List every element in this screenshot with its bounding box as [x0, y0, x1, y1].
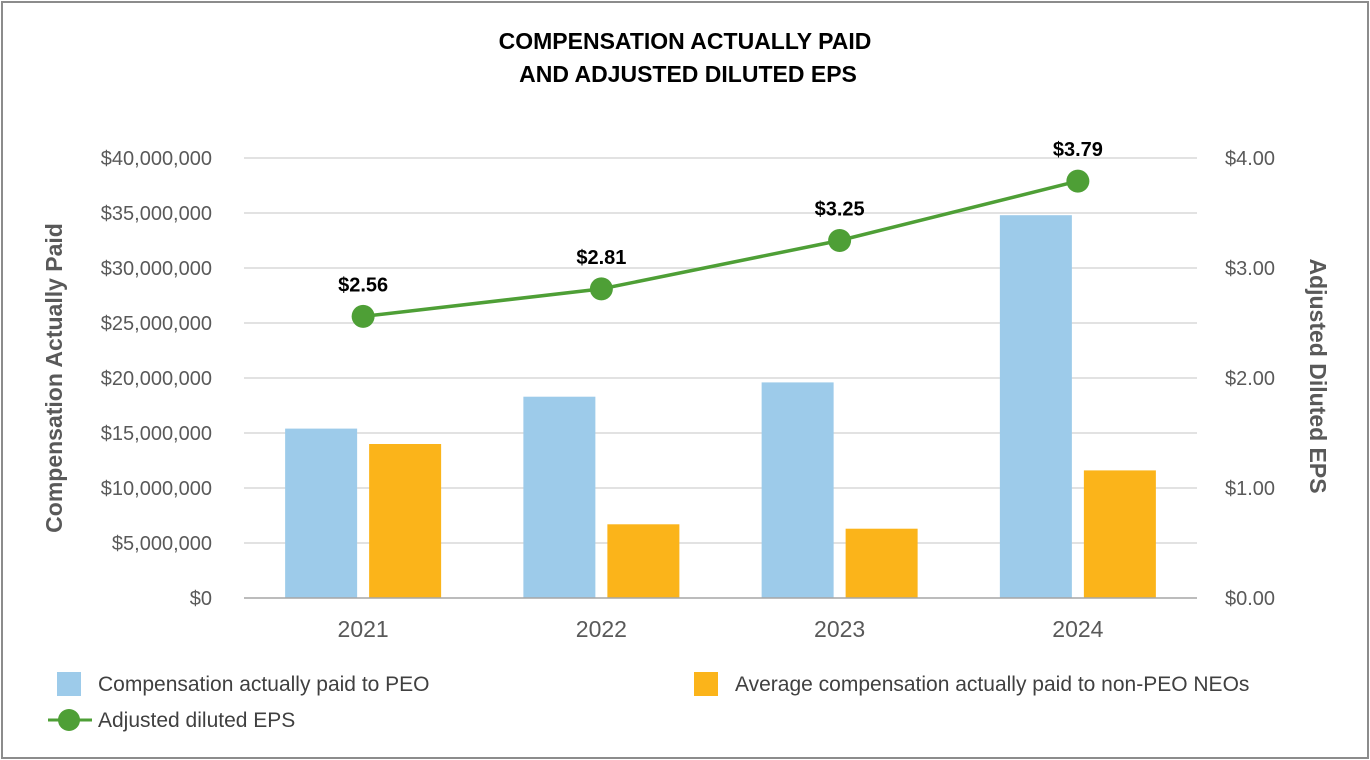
y2-tick-label: $4.00 — [1225, 148, 1275, 170]
legend-marker-eps — [58, 709, 80, 731]
eps-data-label: $3.25 — [815, 199, 865, 221]
right-axis-title: Adjusted Diluted EPS — [1305, 258, 1331, 493]
left-axis-ticks: $0 $5,000,000 $10,000,000 $15,000,000 $20,00… — [101, 148, 212, 610]
bar-neo — [845, 528, 918, 598]
bar-peo — [761, 382, 834, 598]
y-tick-label: $20,000,000 — [101, 368, 212, 390]
x-axis-ticks: 2021 2022 2023 2024 — [338, 616, 1104, 642]
y-tick-label: $25,000,000 — [101, 313, 212, 335]
x-tick-label: 2022 — [576, 616, 627, 642]
eps-point — [589, 277, 613, 301]
eps-point — [351, 304, 375, 328]
y-tick-label: $5,000,000 — [112, 533, 212, 555]
bar-peo — [523, 396, 596, 598]
legend-swatch-neo — [694, 672, 718, 696]
eps-point — [828, 229, 852, 252]
x-tick-label: 2023 — [814, 616, 865, 642]
bars — [285, 215, 1156, 598]
eps-data-label: $2.56 — [338, 274, 388, 296]
y-tick-label: $10,000,000 — [101, 478, 212, 500]
legend-swatch-peo — [57, 672, 81, 696]
eps-line: $2.56 $2.81 $3.25 $3.79 — [338, 139, 1103, 328]
bar-peo — [285, 428, 358, 598]
bar-neo — [607, 524, 680, 598]
chart-title-line-1: COMPENSATION ACTUALLY PAID — [499, 28, 872, 54]
eps-point — [1066, 169, 1090, 193]
bar-neo — [1083, 470, 1156, 598]
eps-data-label: $3.79 — [1053, 139, 1103, 161]
y2-tick-label: $2.00 — [1225, 368, 1275, 390]
y2-tick-label: $0.00 — [1225, 588, 1275, 610]
eps-line-path — [362, 179, 1079, 319]
eps-data-label: $2.81 — [576, 247, 626, 269]
legend: Compensation actually paid to PEO Averag… — [48, 672, 1249, 732]
y2-tick-label: $3.00 — [1225, 258, 1275, 280]
y-tick-label: $40,000,000 — [101, 148, 212, 170]
y-tick-label: $35,000,000 — [101, 203, 212, 225]
x-tick-label: 2024 — [1052, 616, 1103, 642]
y-tick-label: $30,000,000 — [101, 258, 212, 280]
right-axis-ticks: $0.00 $1.00 $2.00 $3.00 $4.00 — [1225, 148, 1275, 610]
chart-title-line-2: AND ADJUSTED DILUTED EPS — [519, 61, 857, 87]
legend-label-peo: Compensation actually paid to PEO — [98, 673, 430, 696]
y2-tick-label: $1.00 — [1225, 478, 1275, 500]
y-tick-label: $0 — [190, 588, 212, 610]
bar-peo — [999, 215, 1072, 598]
legend-label-eps: Adjusted diluted EPS — [98, 709, 295, 732]
bar-neo — [369, 444, 442, 598]
x-tick-label: 2021 — [338, 616, 389, 642]
legend-label-neo: Average compensation actually paid to no… — [735, 673, 1249, 696]
left-axis-title: Compensation Actually Paid — [41, 223, 67, 533]
y-tick-label: $15,000,000 — [101, 423, 212, 445]
